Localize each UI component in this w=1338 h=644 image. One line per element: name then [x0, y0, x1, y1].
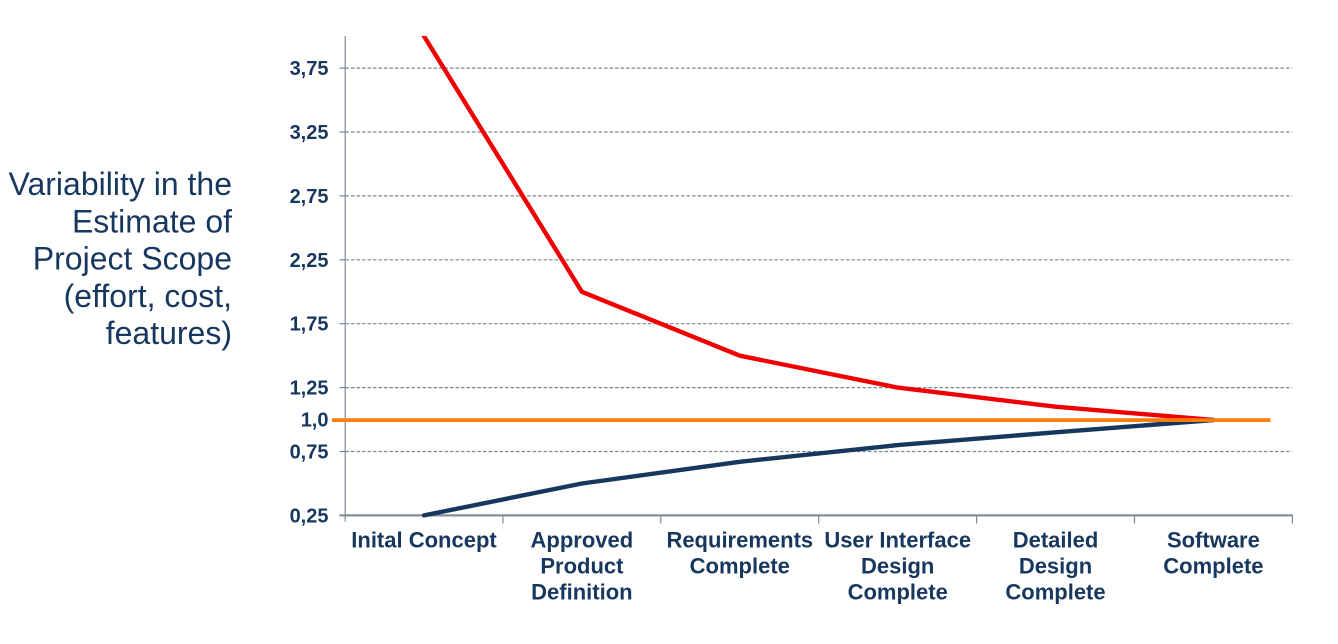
svg-text:1,75: 1,75: [290, 314, 329, 336]
svg-text:Detailed: Detailed: [1013, 527, 1099, 552]
svg-text:0,75: 0,75: [290, 442, 329, 464]
svg-text:(effort, cost,: (effort, cost,: [64, 278, 232, 314]
svg-text:Complete: Complete: [1163, 553, 1263, 578]
svg-text:2,25: 2,25: [290, 250, 329, 272]
svg-text:User Interface: User Interface: [824, 527, 971, 552]
svg-text:Complete: Complete: [848, 579, 948, 604]
svg-text:Estimate of: Estimate of: [72, 203, 232, 239]
svg-text:Complete: Complete: [1005, 579, 1105, 604]
svg-text:0,25: 0,25: [290, 505, 329, 527]
svg-text:Complete: Complete: [690, 553, 790, 578]
svg-text:Software: Software: [1167, 527, 1260, 552]
svg-text:Requirements: Requirements: [666, 527, 813, 552]
svg-text:features): features): [106, 315, 232, 351]
svg-text:Design: Design: [861, 553, 934, 578]
svg-text:2,75: 2,75: [290, 186, 329, 208]
svg-text:Design: Design: [1019, 553, 1092, 578]
svg-text:Product: Product: [540, 553, 624, 578]
svg-text:3,25: 3,25: [290, 122, 329, 144]
svg-text:Definition: Definition: [531, 579, 632, 604]
svg-text:Variability in the: Variability in the: [8, 166, 232, 202]
svg-text:Inital Concept: Inital Concept: [351, 527, 497, 552]
svg-text:1,25: 1,25: [290, 378, 329, 400]
svg-text:1,0: 1,0: [301, 410, 329, 432]
svg-text:Approved: Approved: [531, 527, 634, 552]
svg-text:Project Scope: Project Scope: [33, 241, 232, 277]
svg-text:3,75: 3,75: [290, 58, 329, 80]
